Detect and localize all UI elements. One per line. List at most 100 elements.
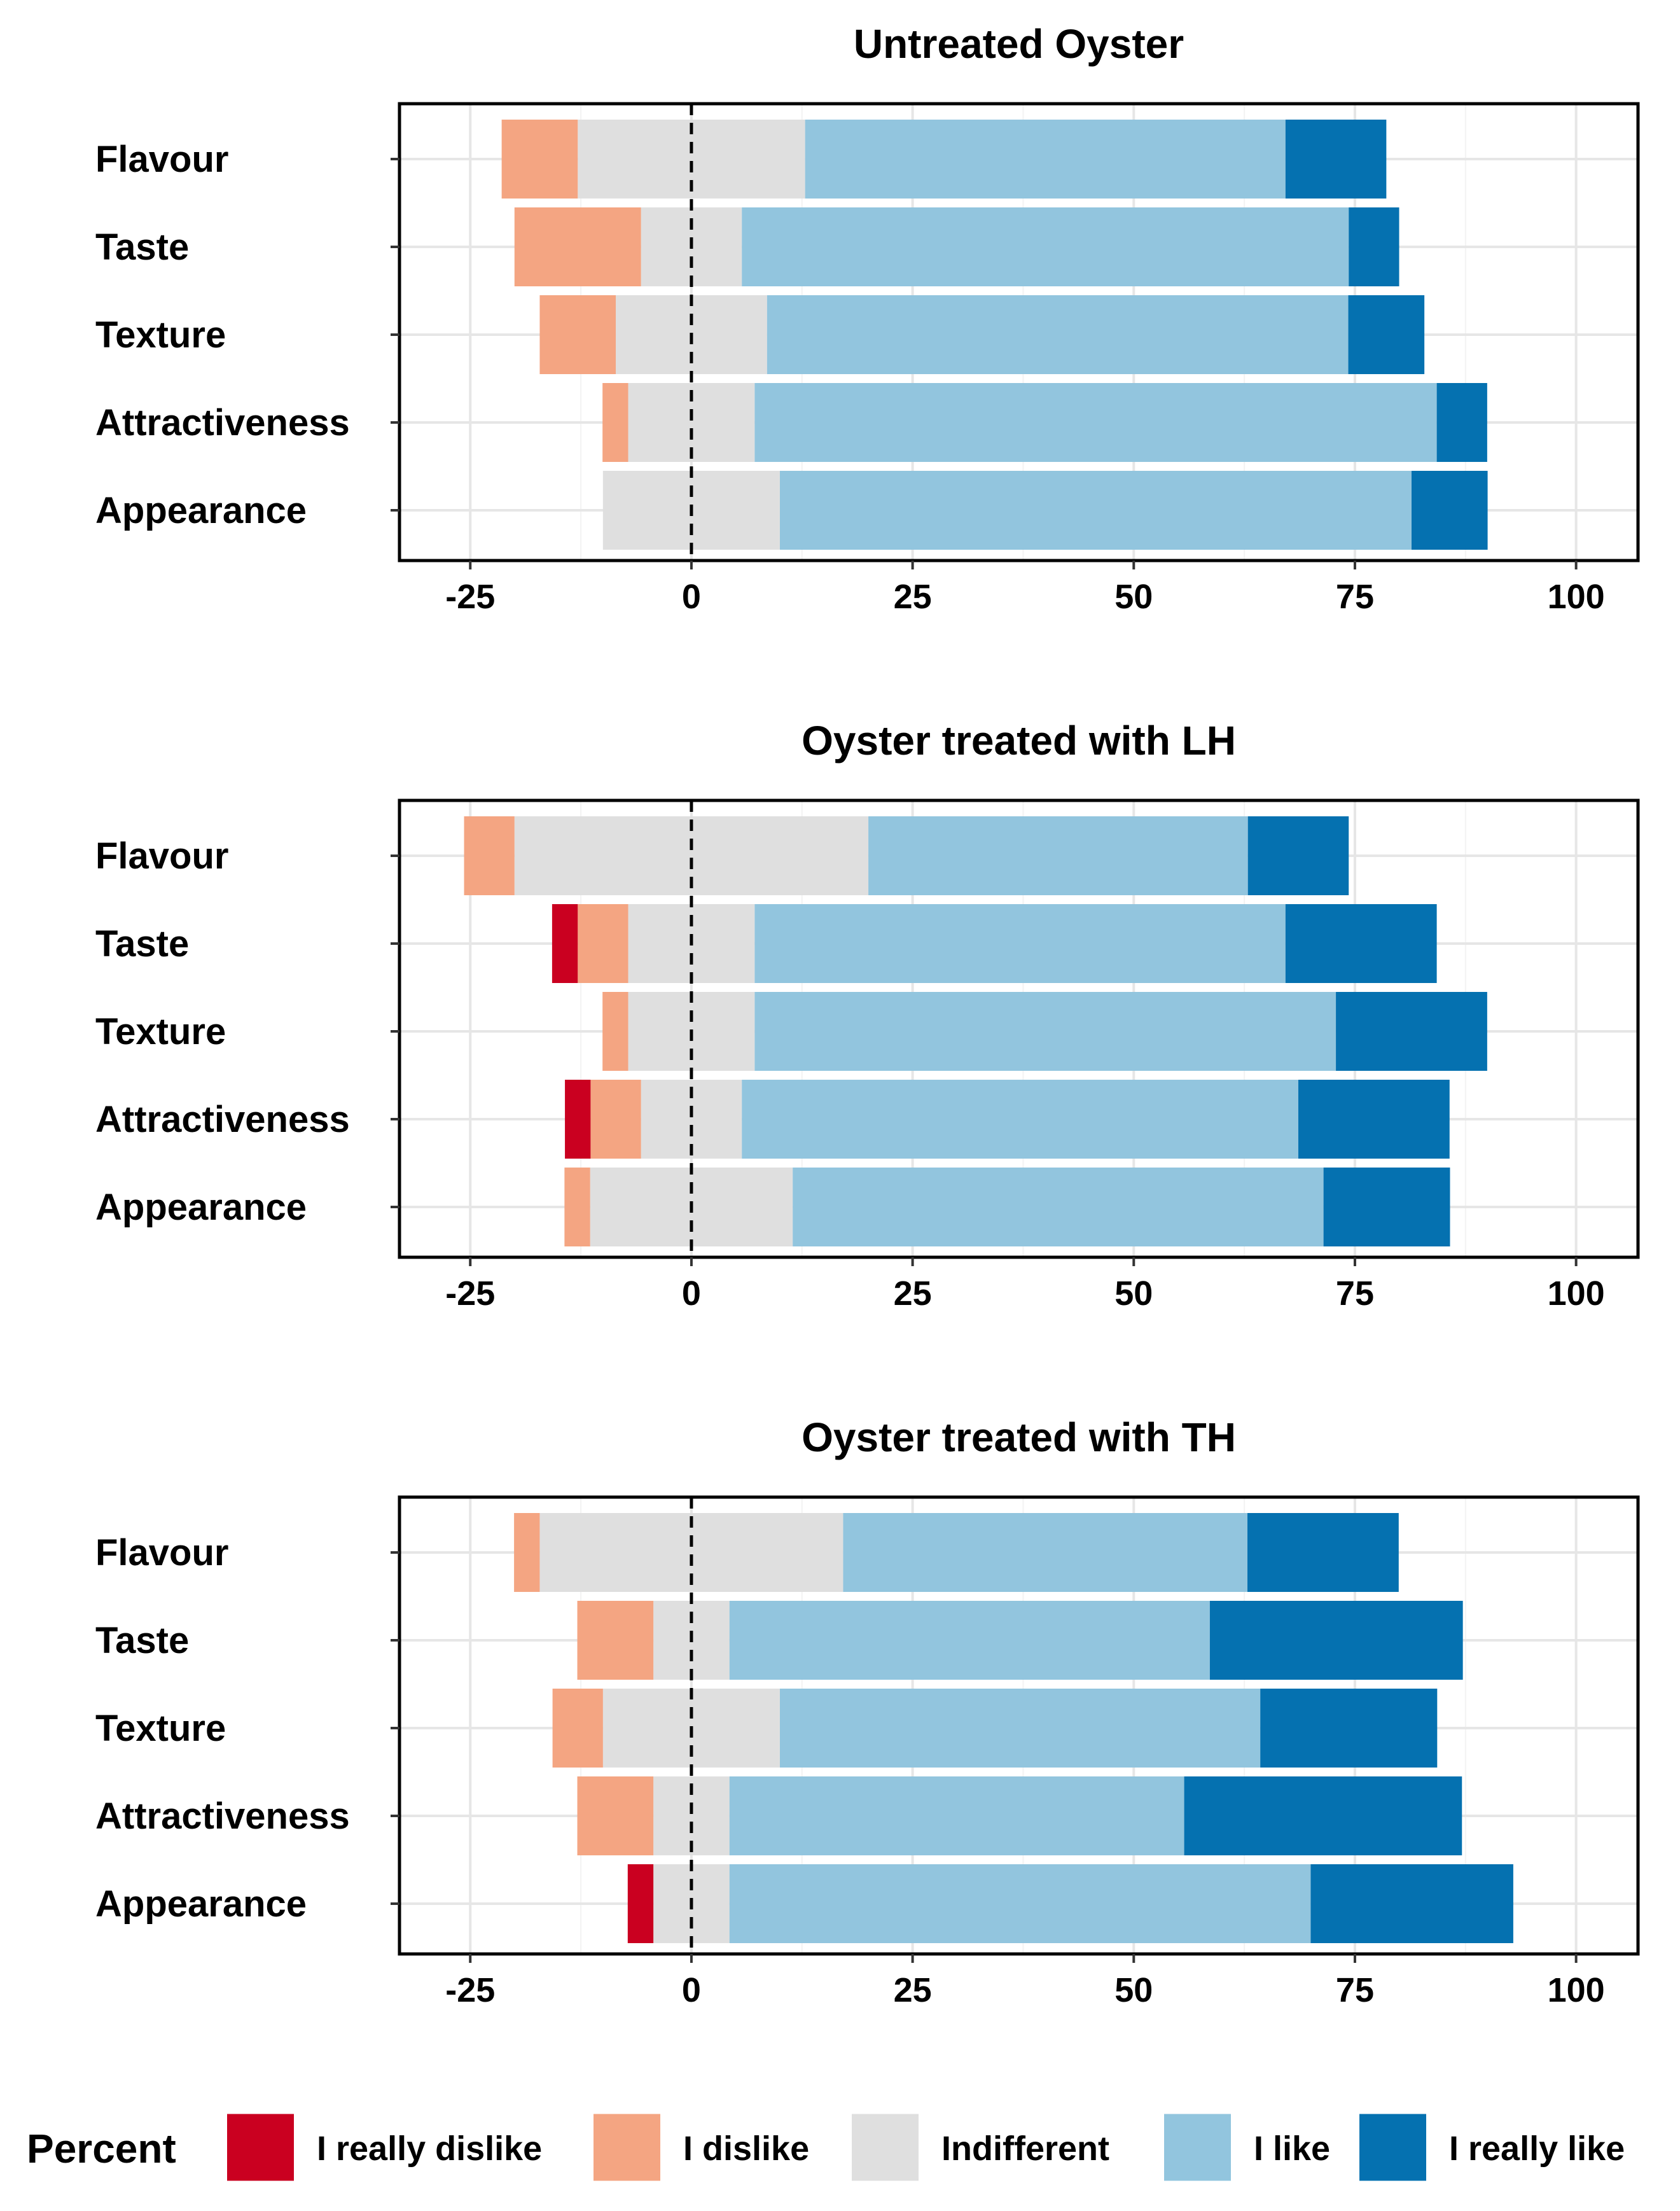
- legend-label: I really like: [1449, 2130, 1625, 2168]
- category-label-attractiveness: Attractiveness: [95, 1796, 350, 1837]
- panel-title: Untreated Oyster: [854, 21, 1184, 67]
- panel-border: [398, 1495, 1640, 1956]
- legend-title: Percent: [27, 2126, 176, 2172]
- legend-entry-i-dislike: I dislike: [594, 2114, 809, 2181]
- legend-entry-i-really-dislike: I really dislike: [227, 2114, 542, 2181]
- legend-swatch: [1164, 2114, 1231, 2181]
- legend-label: I like: [1254, 2130, 1330, 2168]
- bars: [464, 816, 1487, 1246]
- x-tick-label: -25: [445, 1971, 495, 2009]
- category-label-texture: Texture: [95, 1011, 226, 1052]
- bar-appearance-i-really-dislike: [627, 1864, 654, 1943]
- bar-taste-i-really-like: [1285, 904, 1437, 983]
- bar-texture-i-like: [767, 295, 1349, 374]
- bar-flavour-i-dislike: [464, 816, 515, 895]
- bar-texture-i-like: [754, 992, 1336, 1071]
- bar-attractiveness-i-dislike: [577, 1776, 654, 1855]
- bar-appearance-i-really-like: [1411, 471, 1488, 550]
- bar-appearance-i-like: [729, 1864, 1311, 1943]
- x-tick-label: 25: [894, 578, 932, 616]
- x-tick-label: -25: [445, 578, 495, 616]
- category-label-appearance: Appearance: [95, 1883, 307, 1925]
- bar-texture-i-really-like: [1260, 1689, 1438, 1768]
- category-label-taste: Taste: [95, 227, 189, 268]
- bar-taste-i-really-dislike: [552, 904, 578, 983]
- x-tick-label: 75: [1336, 1274, 1374, 1313]
- bar-flavour-i-dislike: [514, 1513, 540, 1592]
- bars: [501, 120, 1488, 550]
- bar-taste-i-like: [742, 207, 1349, 286]
- legend-swatch: [852, 2114, 919, 2181]
- bar-attractiveness-i-really-like: [1436, 383, 1487, 462]
- bar-taste-i-dislike: [514, 207, 641, 286]
- category-label-appearance: Appearance: [95, 490, 307, 531]
- category-label-attractiveness: Attractiveness: [95, 402, 350, 443]
- legend-label: I dislike: [683, 2130, 809, 2168]
- bar-taste-i-dislike: [577, 1601, 654, 1680]
- x-tick-label: 75: [1336, 578, 1374, 616]
- category-label-texture: Texture: [95, 1708, 226, 1749]
- x-tick-label: 100: [1548, 578, 1605, 616]
- bar-texture-i-dislike: [602, 992, 628, 1071]
- bar-texture-i-really-like: [1336, 992, 1487, 1071]
- bar-attractiveness-i-like: [729, 1776, 1184, 1855]
- category-label-flavour: Flavour: [95, 1532, 229, 1573]
- bar-appearance-i-like: [793, 1168, 1324, 1246]
- bar-attractiveness-i-like: [742, 1080, 1298, 1159]
- bar-appearance-i-dislike: [564, 1168, 590, 1246]
- bar-taste-i-really-like: [1209, 1601, 1463, 1680]
- category-label-texture: Texture: [95, 314, 226, 356]
- legend-label: I really dislike: [317, 2130, 542, 2168]
- x-tick-label: 0: [682, 1971, 701, 2009]
- category-label-appearance: Appearance: [95, 1187, 307, 1228]
- bar-appearance-i-really-like: [1323, 1168, 1450, 1246]
- x-tick-label: 0: [682, 1274, 701, 1313]
- panel-title: Oyster treated with LH: [802, 718, 1236, 764]
- bar-flavour-i-like: [805, 120, 1286, 199]
- bar-flavour-i-really-like: [1247, 816, 1349, 895]
- legend: Percent I really dislike I dislike Indiffer…: [27, 2114, 1625, 2181]
- bar-taste-i-like: [729, 1601, 1210, 1680]
- panel-title: Oyster treated with TH: [802, 1414, 1236, 1460]
- legend-entry-i-like: I like: [1164, 2114, 1330, 2181]
- legend-swatch: [594, 2114, 660, 2181]
- x-tick-label: 50: [1114, 578, 1153, 616]
- x-tick-label: 100: [1548, 1971, 1605, 2009]
- bar-flavour-i-really-like: [1247, 1513, 1399, 1592]
- legend-swatch: [227, 2114, 294, 2181]
- legend-swatch: [1359, 2114, 1426, 2181]
- x-tick-label: 50: [1114, 1274, 1153, 1313]
- bar-attractiveness-i-dislike: [590, 1080, 641, 1159]
- category-label-taste: Taste: [95, 1620, 189, 1661]
- chart-panels: Untreated Oyster Flavour Taste Texture Attra…: [95, 21, 1640, 2009]
- bars: [514, 1513, 1513, 1943]
- bar-flavour-i-like: [843, 1513, 1247, 1592]
- bar-attractiveness-i-really-like: [1298, 1080, 1450, 1159]
- bar-appearance-i-really-like: [1310, 1864, 1513, 1943]
- legend-entry-i-really-like: I really like: [1359, 2114, 1625, 2181]
- legend-entry-indifferent: Indifferent: [852, 2114, 1109, 2181]
- x-tick-label: -25: [445, 1274, 495, 1313]
- bar-attractiveness-i-dislike: [602, 383, 628, 462]
- x-tick-label: 75: [1336, 1971, 1374, 2009]
- panel-border: [398, 799, 1640, 1259]
- bar-taste-i-really-like: [1349, 207, 1399, 286]
- x-tick-label: 0: [682, 578, 701, 616]
- bar-attractiveness-i-really-dislike: [565, 1080, 591, 1159]
- bar-texture-i-really-like: [1348, 295, 1425, 374]
- bar-flavour-i-like: [868, 816, 1248, 895]
- legend-label: Indifferent: [941, 2130, 1109, 2168]
- bar-taste-i-dislike: [578, 904, 628, 983]
- bar-flavour-i-dislike: [501, 120, 578, 199]
- x-tick-label: 100: [1548, 1274, 1605, 1313]
- category-label-attractiveness: Attractiveness: [95, 1099, 350, 1140]
- category-label-flavour: Flavour: [95, 835, 229, 877]
- panel-oyster-treated-with-lh: Oyster treated with LH Flavour Taste Textur…: [95, 718, 1640, 1313]
- bar-flavour-i-really-like: [1285, 120, 1387, 199]
- bar-texture-i-dislike: [552, 1689, 603, 1768]
- panel-untreated-oyster: Untreated Oyster Flavour Taste Texture Attra…: [95, 21, 1640, 616]
- x-tick-label: 25: [894, 1971, 932, 2009]
- x-tick-label: 50: [1114, 1971, 1153, 2009]
- bar-taste-i-like: [754, 904, 1286, 983]
- category-label-flavour: Flavour: [95, 139, 229, 180]
